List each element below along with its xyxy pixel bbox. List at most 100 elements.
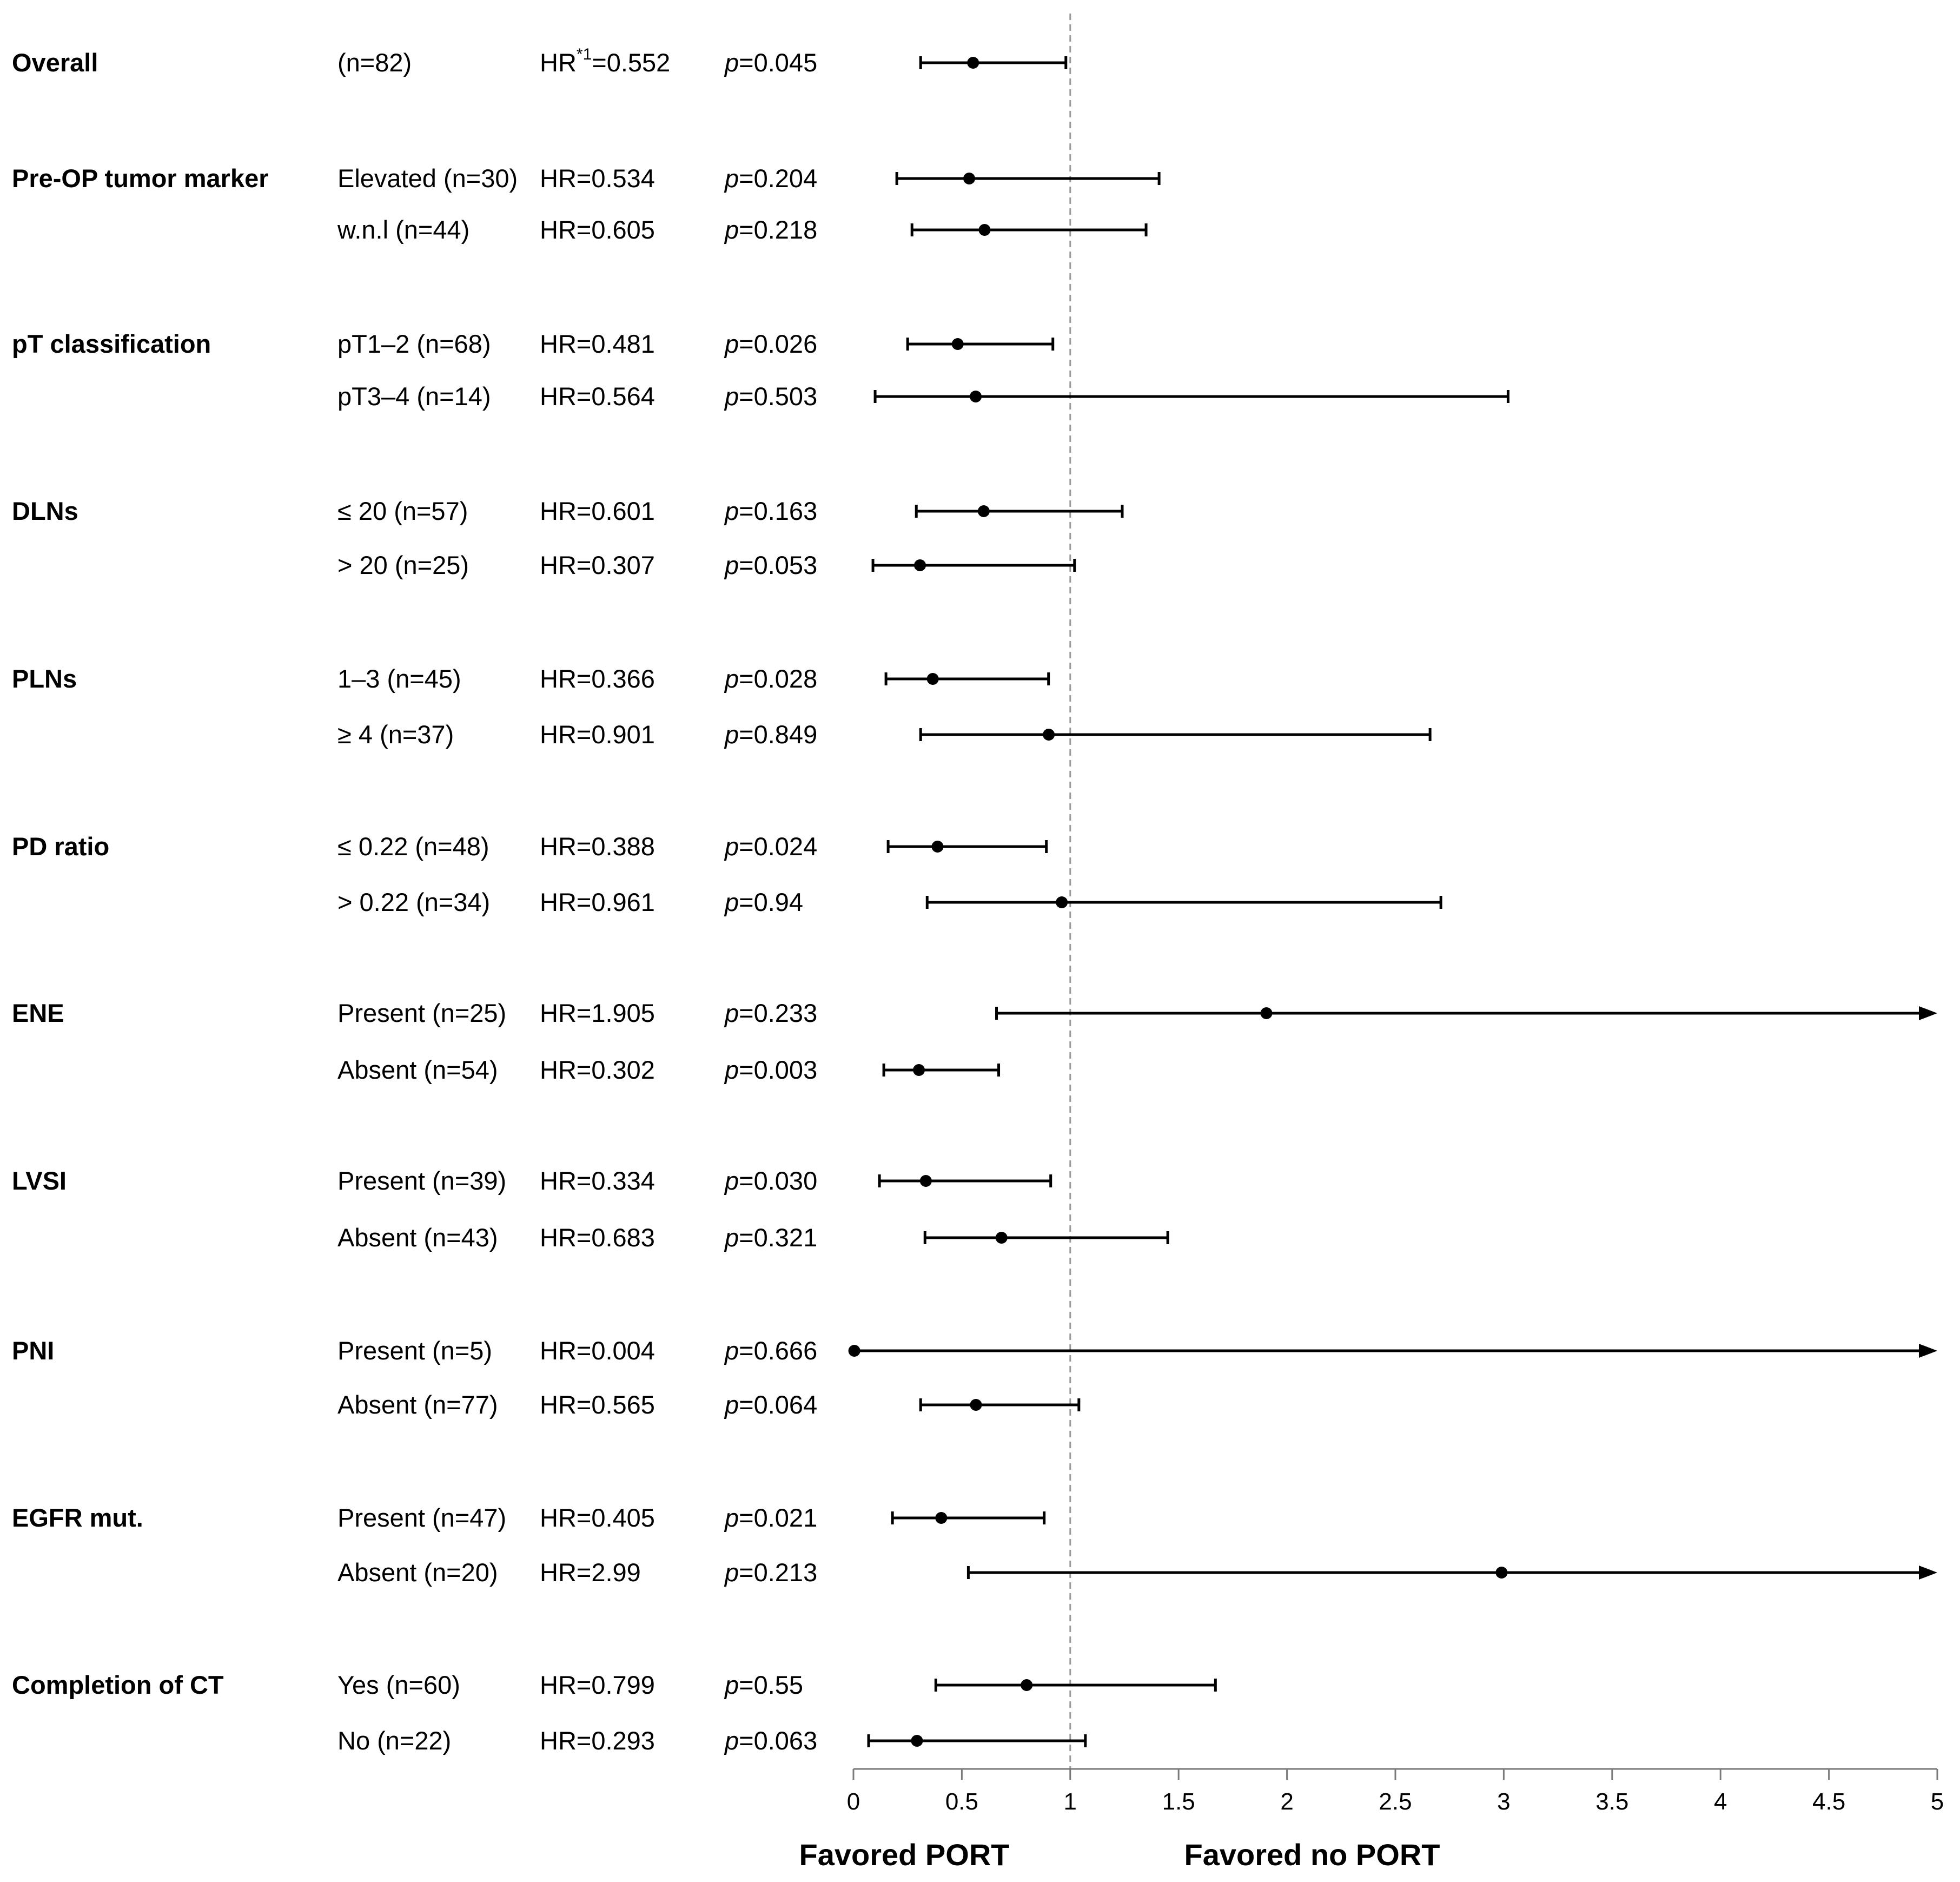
x-tick-label: 1 (1064, 1788, 1077, 1815)
hr-point (1021, 1679, 1033, 1691)
p-symbol: p (724, 1670, 739, 1699)
p-value: =0.213 (739, 1558, 817, 1587)
hr-text: HR=0.799 (540, 1670, 655, 1699)
p-symbol: p (724, 551, 739, 579)
p-value-text: p=0.003 (724, 1055, 817, 1084)
subgroup-label: Yes (n=60) (337, 1670, 460, 1699)
subgroup-label: Present (n=47) (337, 1503, 506, 1532)
group-label: LVSI (12, 1166, 67, 1195)
p-value: =0.666 (739, 1336, 817, 1365)
subgroup-label: 1–3 (n=45) (337, 664, 461, 693)
subgroup-label: pT1–2 (n=68) (337, 329, 491, 358)
p-value-text: p=0.204 (724, 164, 817, 193)
group-label: Completion of CT (12, 1670, 224, 1699)
p-symbol: p (724, 1055, 739, 1084)
hr-text: HR=0.901 (540, 720, 655, 749)
subgroup-label: w.n.l (n=44) (337, 215, 469, 244)
subgroup-label: Absent (n=77) (337, 1390, 498, 1419)
hr-text: HR=0.366 (540, 664, 655, 693)
group-label: PNI (12, 1336, 54, 1365)
p-value-text: p=0.213 (724, 1558, 817, 1587)
p-symbol: p (724, 1223, 739, 1252)
p-value-text: p=0.028 (724, 664, 817, 693)
hr-point (1495, 1567, 1508, 1579)
hr-text: HR=0.388 (540, 832, 655, 861)
hr-point (919, 1175, 932, 1187)
subgroup-label: (n=82) (337, 48, 412, 77)
p-value: =0.218 (739, 215, 817, 244)
ci-arrow (1919, 1566, 1937, 1580)
p-symbol: p (724, 1390, 739, 1419)
p-value: =0.028 (739, 664, 817, 693)
p-symbol: p (724, 48, 739, 77)
p-value-text: p=0.666 (724, 1336, 817, 1365)
x-tick-label: 4.5 (1812, 1788, 1845, 1815)
hr-point (977, 505, 990, 517)
hr-text: HR=0.534 (540, 164, 655, 193)
p-symbol: p (724, 1336, 739, 1365)
group-label: EGFR mut. (12, 1503, 143, 1532)
hr-text: HR=0.601 (540, 497, 655, 525)
p-value: =0.064 (739, 1390, 817, 1419)
x-tick-label: 3 (1497, 1788, 1510, 1815)
group-label: ENE (12, 999, 64, 1027)
subgroup-label: Elevated (n=30) (337, 164, 518, 193)
hr-point (911, 1735, 923, 1747)
group-label: DLNs (12, 497, 78, 525)
p-symbol: p (724, 1558, 739, 1587)
p-value: =0.849 (739, 720, 817, 749)
hr-point (967, 57, 979, 69)
subgroup-label: ≥ 4 (n=37) (337, 720, 454, 749)
hr-text: HR=0.307 (540, 551, 655, 579)
p-value: =0.053 (739, 551, 817, 579)
hr-text: HR=0.683 (540, 1223, 655, 1252)
hr-text: HR=0.004 (540, 1336, 655, 1365)
hr-text: HR=0.481 (540, 329, 655, 358)
hr-point (970, 391, 982, 402)
hr-text: HR=0.302 (540, 1055, 655, 1084)
hr-text: HR=0.605 (540, 215, 655, 244)
ci-arrow (1919, 1006, 1937, 1020)
subgroup-label: ≤ 20 (n=57) (337, 497, 468, 525)
x-tick-label: 0 (847, 1788, 860, 1815)
hr-prefix: HR (540, 48, 577, 77)
p-value-text: p=0.030 (724, 1166, 817, 1195)
group-label: PLNs (12, 664, 77, 693)
hr-point (1056, 896, 1068, 908)
p-value: =0.045 (739, 48, 817, 77)
subgroup-label: Present (n=39) (337, 1166, 506, 1195)
p-symbol: p (724, 832, 739, 861)
x-tick-label: 5 (1931, 1788, 1944, 1815)
hr-point (848, 1345, 860, 1357)
x-tick-label: 1.5 (1162, 1788, 1195, 1815)
p-value: =0.55 (739, 1670, 803, 1699)
p-symbol: p (724, 164, 739, 193)
p-value-text: p=0.053 (724, 551, 817, 579)
hr-point (1260, 1007, 1273, 1019)
x-tick-label: 0.5 (945, 1788, 978, 1815)
hr-text: HR=0.405 (540, 1503, 655, 1532)
p-value: =0.321 (739, 1223, 817, 1252)
x-tick-label: 4 (1714, 1788, 1727, 1815)
p-symbol: p (724, 1503, 739, 1532)
subgroup-label: > 20 (n=25) (337, 551, 469, 579)
x-tick-label: 2 (1280, 1788, 1293, 1815)
p-value: =0.94 (739, 888, 803, 916)
subgroup-label: pT3–4 (n=14) (337, 382, 491, 411)
p-value-text: p=0.026 (724, 329, 817, 358)
hr-point (926, 673, 939, 685)
p-value-text: p=0.218 (724, 215, 817, 244)
subgroup-label: Absent (n=54) (337, 1055, 498, 1084)
hr-point (931, 841, 944, 853)
p-value-text: p=0.024 (724, 832, 817, 861)
x-tick-label: 3.5 (1595, 1788, 1628, 1815)
hr-point (1043, 729, 1055, 741)
p-symbol: p (724, 382, 739, 411)
p-symbol: p (724, 215, 739, 244)
p-value: =0.026 (739, 329, 817, 358)
p-symbol: p (724, 1166, 739, 1195)
p-symbol: p (724, 1726, 739, 1755)
p-value: =0.003 (739, 1055, 817, 1084)
